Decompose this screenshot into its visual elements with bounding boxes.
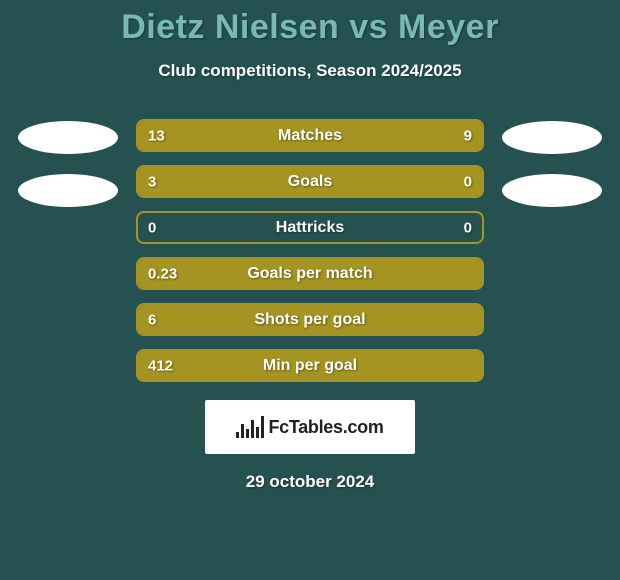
stats-chart: 13 Matches 9 3 Goals 0 0 Hattricks 0 0.23 Goals pe… [136,119,484,382]
page-title: Dietz Nielsen vs Meyer [121,8,499,47]
bar-glyph [241,424,244,438]
bar-chart-icon [236,416,262,438]
comparison-infographic: Dietz Nielsen vs Meyer Club competitions… [0,0,620,580]
stat-value-right: 9 [464,127,472,144]
content-area: 13 Matches 9 3 Goals 0 0 Hattricks 0 0.23 Goals pe… [0,119,620,382]
stat-label: Matches [278,127,342,145]
stat-value-left: 412 [148,357,173,374]
player2-avatar-a [502,121,602,154]
stat-label: Hattricks [276,219,344,237]
branding-badge: FcTables.com [205,400,415,454]
stat-row: 13 Matches 9 [136,119,484,152]
stat-fill-left [138,167,396,196]
player2-avatar-b [502,174,602,207]
infographic-date: 29 october 2024 [246,472,375,492]
stat-value-left: 13 [148,127,165,144]
stat-row: 6 Shots per goal [136,303,484,336]
stat-row: 412 Min per goal [136,349,484,382]
stat-fill-right [341,121,482,150]
bar-glyph [236,432,239,438]
bar-glyph [251,420,254,438]
bar-glyph [246,429,249,438]
stat-row: 0 Hattricks 0 [136,211,484,244]
stat-value-left: 6 [148,311,156,328]
stat-label: Goals [288,173,332,191]
stat-value-right: 0 [464,173,472,190]
player1-avatar-b [18,174,118,207]
stat-value-left: 0 [148,219,156,236]
bar-glyph [261,416,264,438]
stat-value-right: 0 [464,219,472,236]
page-subtitle: Club competitions, Season 2024/2025 [158,61,461,81]
player1-avatar-a [18,121,118,154]
stat-value-left: 3 [148,173,156,190]
branding-text: FcTables.com [268,417,383,438]
left-avatar-column [18,119,118,207]
stat-label: Min per goal [263,357,357,375]
stat-row: 3 Goals 0 [136,165,484,198]
stat-label: Goals per match [247,265,372,283]
bar-glyph [256,427,259,438]
stat-row: 0.23 Goals per match [136,257,484,290]
right-avatar-column [502,119,602,207]
stat-value-left: 0.23 [148,265,177,282]
stat-label: Shots per goal [254,311,365,329]
